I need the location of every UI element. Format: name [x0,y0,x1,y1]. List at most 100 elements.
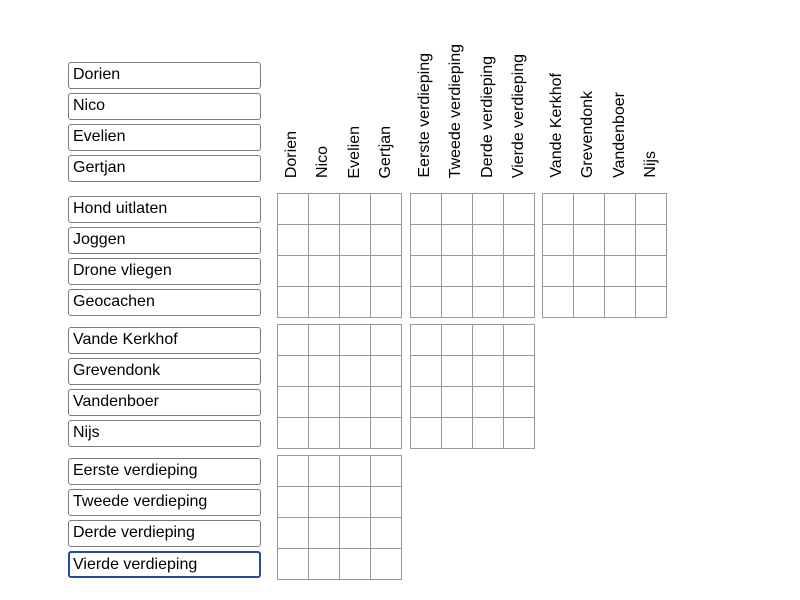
grid-cell[interactable] [411,325,442,356]
label-field[interactable]: Drone vliegen [68,258,261,285]
grid-cell[interactable] [309,356,340,387]
grid-cell[interactable] [504,225,535,256]
grid-cell[interactable] [309,225,340,256]
grid-cell[interactable] [543,225,574,256]
grid-cell[interactable] [473,256,504,287]
grid-cell[interactable] [340,549,371,580]
grid-cell[interactable] [371,256,402,287]
grid-cell[interactable] [278,287,309,318]
grid-cell[interactable] [340,356,371,387]
grid-cell[interactable] [278,225,309,256]
label-field[interactable]: Gertjan [68,155,261,182]
grid-cell[interactable] [309,518,340,549]
grid-cell[interactable] [504,387,535,418]
grid-cell[interactable] [371,387,402,418]
grid-cell[interactable] [278,487,309,518]
grid-cell[interactable] [371,194,402,225]
grid-cell[interactable] [278,549,309,580]
grid-cell[interactable] [504,418,535,449]
grid-cell[interactable] [473,418,504,449]
label-field[interactable]: Vandenboer [68,389,261,416]
grid-cell[interactable] [340,418,371,449]
label-field[interactable]: Derde verdieping [68,520,261,547]
grid-cell[interactable] [340,194,371,225]
grid-cell[interactable] [278,194,309,225]
grid-cell[interactable] [504,287,535,318]
grid-cell[interactable] [504,325,535,356]
grid-cell[interactable] [371,487,402,518]
grid-cell[interactable] [442,287,473,318]
grid-cell[interactable] [473,287,504,318]
grid-cell[interactable] [340,325,371,356]
grid-cell[interactable] [574,287,605,318]
grid-cell[interactable] [371,287,402,318]
grid-cell[interactable] [605,287,636,318]
grid-cell[interactable] [442,325,473,356]
grid-cell[interactable] [278,325,309,356]
grid-cell[interactable] [442,256,473,287]
grid-cell[interactable] [340,456,371,487]
grid-cell[interactable] [442,356,473,387]
grid-cell[interactable] [309,287,340,318]
grid-cell[interactable] [543,194,574,225]
grid-cell[interactable] [309,549,340,580]
grid-cell[interactable] [605,194,636,225]
grid-cell[interactable] [543,287,574,318]
grid-cell[interactable] [278,418,309,449]
grid-cell[interactable] [278,356,309,387]
grid-cell[interactable] [309,418,340,449]
label-field[interactable]: Joggen [68,227,261,254]
grid-cell[interactable] [371,325,402,356]
grid-cell[interactable] [340,518,371,549]
grid-cell[interactable] [574,256,605,287]
label-field[interactable]: Tweede verdieping [68,489,261,516]
grid-cell[interactable] [371,549,402,580]
grid-cell[interactable] [309,456,340,487]
grid-cell[interactable] [636,225,667,256]
grid-cell[interactable] [504,356,535,387]
grid-cell[interactable] [504,194,535,225]
grid-cell[interactable] [636,194,667,225]
grid-cell[interactable] [340,487,371,518]
grid-cell[interactable] [411,256,442,287]
grid-cell[interactable] [442,387,473,418]
grid-cell[interactable] [411,387,442,418]
label-field[interactable]: Vande Kerkhof [68,327,261,354]
grid-cell[interactable] [278,456,309,487]
grid-cell[interactable] [504,256,535,287]
grid-cell[interactable] [309,194,340,225]
grid-cell[interactable] [473,387,504,418]
grid-cell[interactable] [278,518,309,549]
label-field[interactable]: Hond uitlaten [68,196,261,223]
grid-cell[interactable] [278,256,309,287]
grid-cell[interactable] [636,287,667,318]
grid-cell[interactable] [442,194,473,225]
grid-cell[interactable] [309,487,340,518]
label-field[interactable]: Nico [68,93,261,120]
grid-cell[interactable] [340,287,371,318]
label-field[interactable]: Grevendonk [68,358,261,385]
grid-cell[interactable] [371,225,402,256]
grid-cell[interactable] [340,387,371,418]
grid-cell[interactable] [574,194,605,225]
grid-cell[interactable] [473,225,504,256]
grid-cell[interactable] [340,225,371,256]
grid-cell[interactable] [411,194,442,225]
grid-cell[interactable] [371,518,402,549]
grid-cell[interactable] [442,225,473,256]
grid-cell[interactable] [371,456,402,487]
grid-cell[interactable] [371,356,402,387]
grid-cell[interactable] [473,325,504,356]
grid-cell[interactable] [473,356,504,387]
grid-cell[interactable] [340,256,371,287]
grid-cell[interactable] [442,418,473,449]
label-field[interactable]: Dorien [68,62,261,89]
grid-cell[interactable] [473,194,504,225]
grid-cell[interactable] [574,225,605,256]
grid-cell[interactable] [371,418,402,449]
label-field[interactable]: Evelien [68,124,261,151]
label-field[interactable]: Geocachen [68,289,261,316]
grid-cell[interactable] [605,256,636,287]
grid-cell[interactable] [411,287,442,318]
grid-cell[interactable] [309,256,340,287]
